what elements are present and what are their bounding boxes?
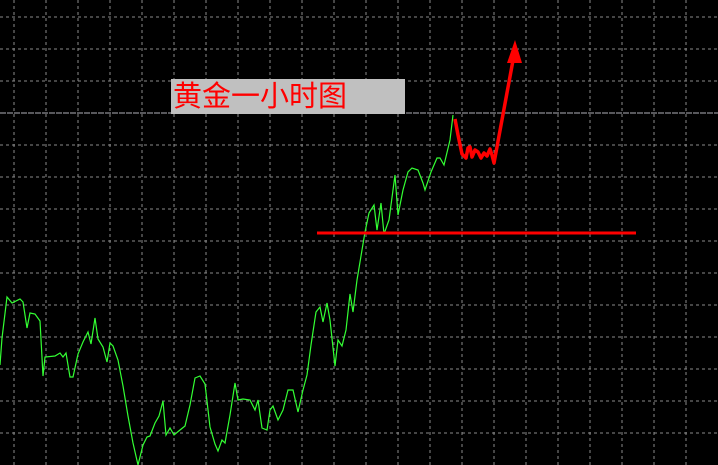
- price-series-line: [0, 114, 454, 465]
- projected-path-arrow: [453, 54, 516, 165]
- chart-title: 黄金一小时图: [173, 79, 348, 113]
- title-label-box: [171, 79, 405, 114]
- arrow-head-icon: [507, 40, 522, 63]
